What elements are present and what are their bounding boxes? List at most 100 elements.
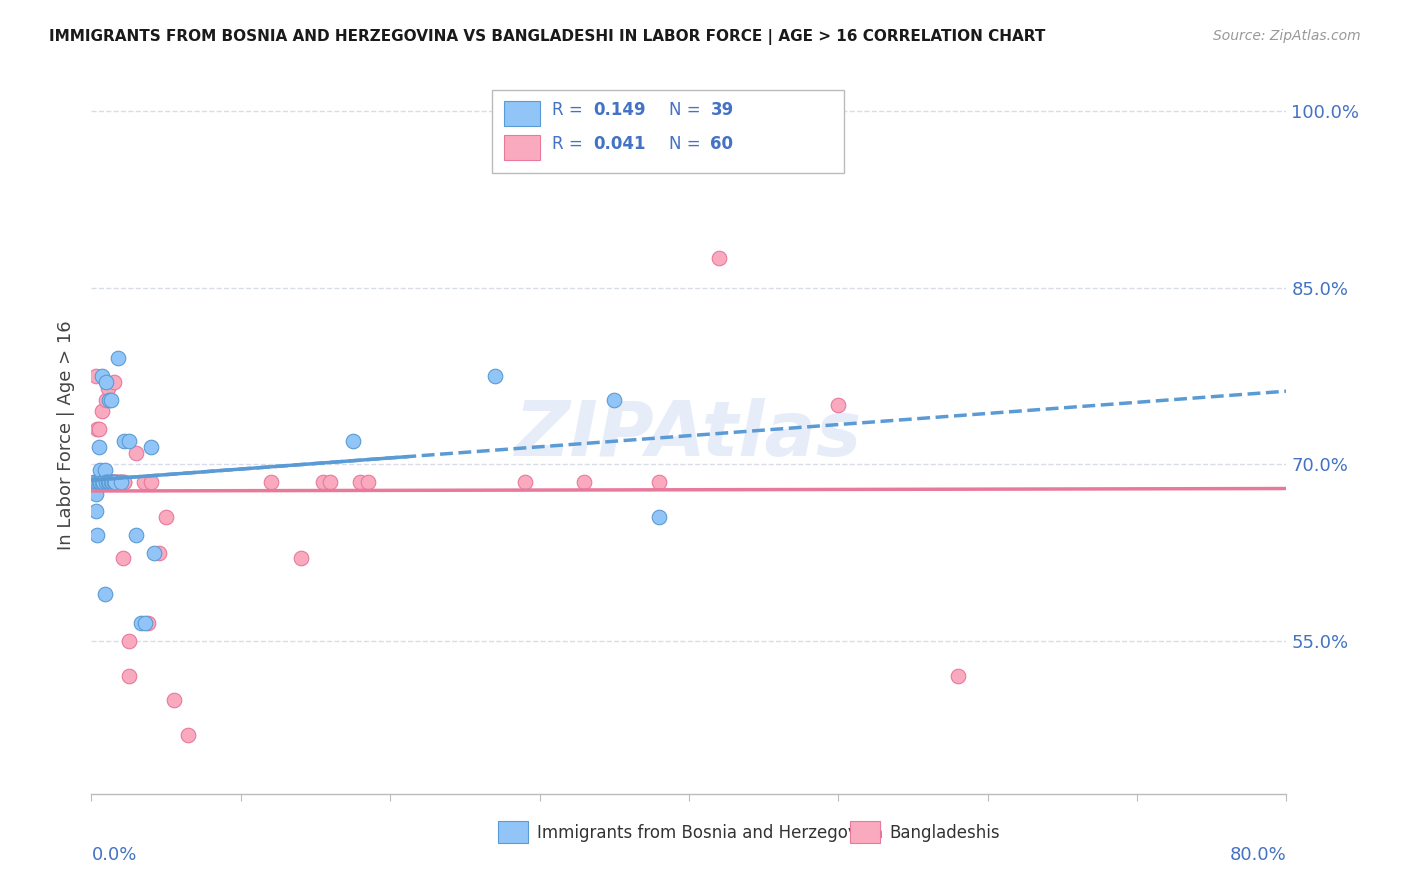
Point xyxy=(98,392,121,407)
Point xyxy=(290,551,312,566)
Point xyxy=(87,475,110,489)
Text: 0.041: 0.041 xyxy=(593,135,645,153)
FancyBboxPatch shape xyxy=(503,135,540,160)
Point xyxy=(90,475,112,489)
Text: 39: 39 xyxy=(710,102,734,120)
Point xyxy=(84,486,107,500)
Point xyxy=(141,475,163,489)
Point xyxy=(96,475,118,489)
Point xyxy=(96,475,118,489)
Point xyxy=(89,475,111,489)
Point xyxy=(827,399,849,413)
Point xyxy=(90,475,112,489)
Point xyxy=(603,392,626,407)
Point xyxy=(648,475,671,489)
Point xyxy=(101,475,124,489)
Point xyxy=(100,475,122,489)
Point xyxy=(125,445,148,459)
Point xyxy=(93,475,115,489)
Point xyxy=(86,422,108,436)
Point xyxy=(134,616,156,631)
Text: ZIPAtlas: ZIPAtlas xyxy=(515,398,863,472)
Point xyxy=(177,728,200,742)
Text: 80.0%: 80.0% xyxy=(1230,846,1286,863)
Point xyxy=(90,404,112,418)
Point xyxy=(148,545,170,559)
Point xyxy=(87,440,110,454)
Point xyxy=(104,475,127,489)
Point xyxy=(484,369,506,384)
Text: 0.0%: 0.0% xyxy=(91,846,136,863)
Point xyxy=(83,475,105,489)
Point xyxy=(100,475,122,489)
Point xyxy=(118,669,141,683)
Point xyxy=(101,475,124,489)
Text: 0.149: 0.149 xyxy=(593,102,645,120)
Point xyxy=(96,375,118,389)
Point xyxy=(319,475,342,489)
Point xyxy=(357,475,380,489)
Text: IMMIGRANTS FROM BOSNIA AND HERZEGOVINA VS BANGLADESHI IN LABOR FORCE | AGE > 16 : IMMIGRANTS FROM BOSNIA AND HERZEGOVINA V… xyxy=(49,29,1046,45)
Point xyxy=(129,616,152,631)
Point xyxy=(574,475,596,489)
Point xyxy=(87,475,110,489)
Point xyxy=(118,633,141,648)
Point xyxy=(946,669,969,683)
Text: R =: R = xyxy=(551,135,588,153)
Point xyxy=(97,381,120,395)
Text: Bangladeshis: Bangladeshis xyxy=(890,823,1000,842)
Point xyxy=(84,369,107,384)
Point xyxy=(103,375,125,389)
Point xyxy=(98,475,121,489)
Text: Source: ZipAtlas.com: Source: ZipAtlas.com xyxy=(1213,29,1361,43)
Point xyxy=(90,369,112,384)
Point xyxy=(100,475,122,489)
Point xyxy=(259,475,281,489)
Point xyxy=(111,551,134,566)
Point xyxy=(100,392,122,407)
Point xyxy=(96,392,118,407)
Point xyxy=(112,434,135,448)
Point xyxy=(141,440,163,454)
Point xyxy=(97,475,120,489)
Point xyxy=(86,528,108,542)
Point xyxy=(89,475,111,489)
Point xyxy=(86,475,108,489)
Point xyxy=(118,434,141,448)
Point xyxy=(97,475,120,489)
Point xyxy=(107,475,129,489)
Y-axis label: In Labor Force | Age > 16: In Labor Force | Age > 16 xyxy=(58,320,76,549)
Point xyxy=(110,475,132,489)
FancyBboxPatch shape xyxy=(851,822,880,843)
Point xyxy=(89,475,111,489)
Point xyxy=(87,422,110,436)
Text: Immigrants from Bosnia and Herzegovina: Immigrants from Bosnia and Herzegovina xyxy=(537,823,883,842)
Text: N =: N = xyxy=(669,135,706,153)
Point xyxy=(125,528,148,542)
Point xyxy=(110,475,132,489)
Point xyxy=(132,475,155,489)
Point xyxy=(83,475,105,489)
Point xyxy=(94,463,117,477)
Point xyxy=(94,475,117,489)
Point xyxy=(103,475,125,489)
Point xyxy=(648,510,671,524)
Point xyxy=(94,587,117,601)
Point xyxy=(342,434,364,448)
Point xyxy=(104,475,127,489)
Point xyxy=(110,475,132,489)
Point xyxy=(96,475,118,489)
Point xyxy=(94,475,117,489)
Point xyxy=(312,475,335,489)
Point xyxy=(143,545,166,559)
Text: R =: R = xyxy=(551,102,588,120)
Point xyxy=(107,351,129,366)
Text: N =: N = xyxy=(669,102,706,120)
Point xyxy=(349,475,371,489)
Point xyxy=(89,475,111,489)
Point xyxy=(105,475,128,489)
Point xyxy=(98,475,121,489)
Point xyxy=(84,475,107,489)
Point xyxy=(93,475,115,489)
FancyBboxPatch shape xyxy=(503,101,540,126)
